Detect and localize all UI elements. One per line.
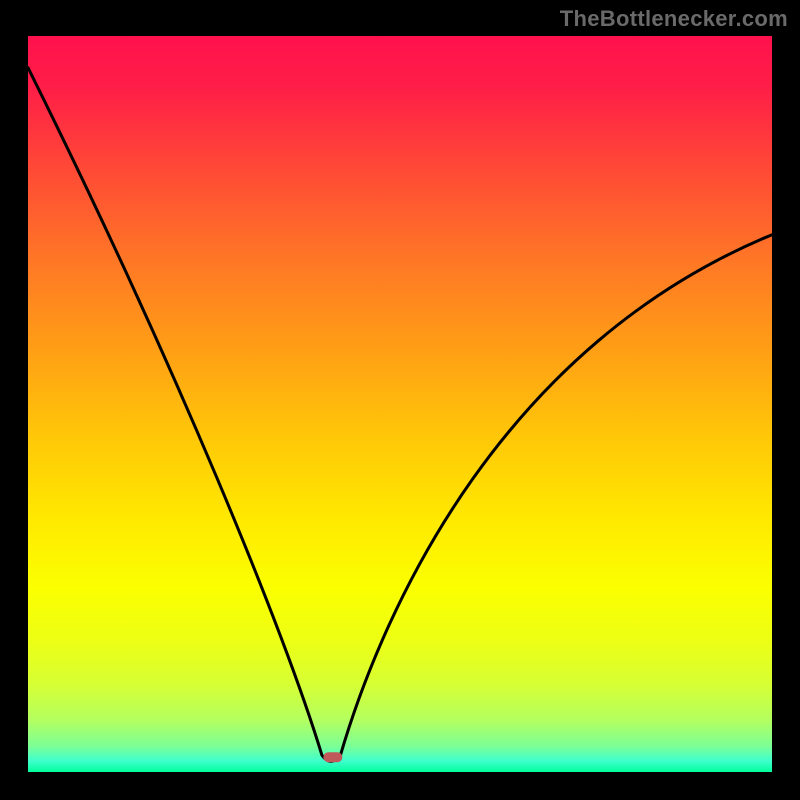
attribution-text: TheBottlenecker.com bbox=[560, 6, 788, 32]
curve-layer bbox=[28, 36, 772, 772]
bottleneck-curve bbox=[28, 68, 772, 762]
chart-frame: TheBottlenecker.com bbox=[0, 0, 800, 800]
plot-area bbox=[28, 36, 772, 772]
vertex-marker bbox=[323, 752, 342, 762]
